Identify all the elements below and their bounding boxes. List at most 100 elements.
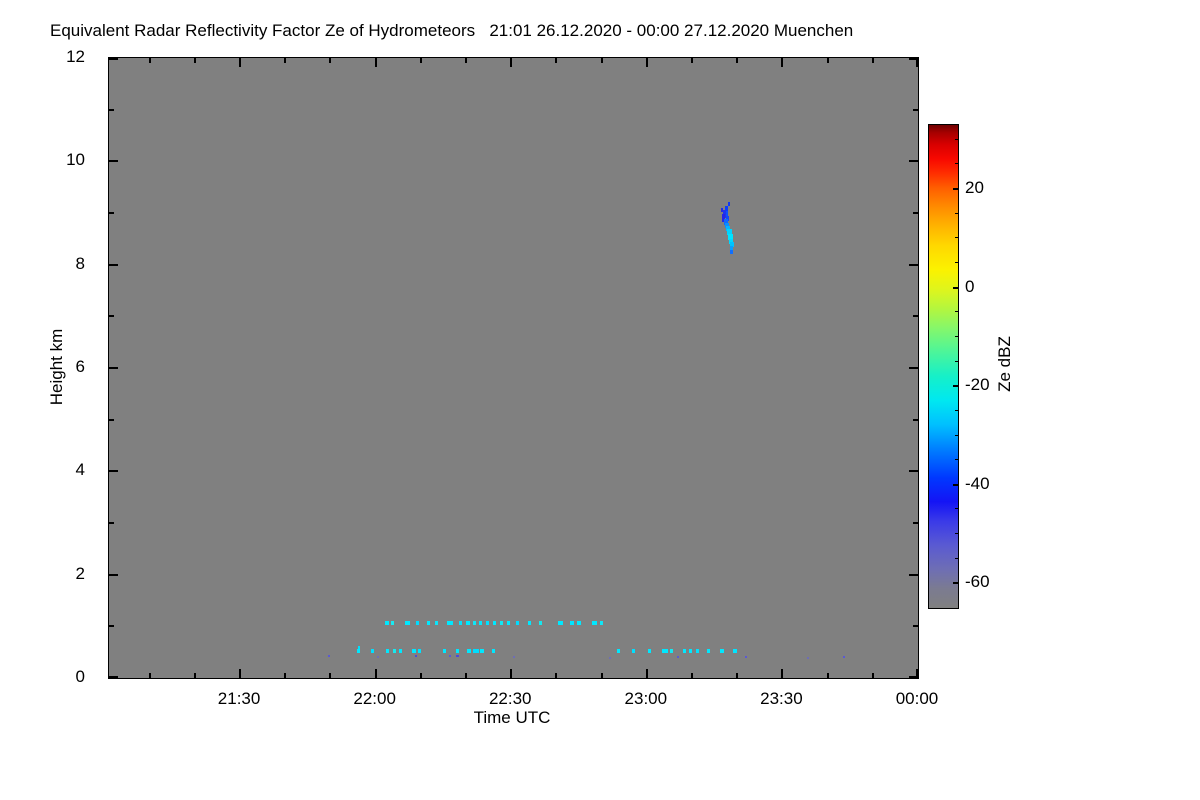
x-axis-tick	[691, 673, 694, 678]
colorbar-tick	[955, 163, 958, 165]
x-axis-tick-label: 23:30	[760, 689, 803, 708]
x-axis-tick-label: 22:30	[488, 689, 532, 708]
x-axis-tick-label: 21:30	[217, 689, 261, 708]
heatmap-cell	[371, 649, 374, 653]
colorbar-tick	[955, 508, 958, 510]
colorbar-tick	[953, 188, 958, 191]
x-axis-tick	[916, 58, 918, 67]
heatmap-cell	[500, 621, 503, 625]
heatmap-cell	[843, 656, 845, 658]
y-axis-tick	[913, 522, 918, 524]
colorbar-tick	[955, 335, 958, 337]
heatmap-cell	[726, 216, 729, 221]
y-axis-tick	[109, 367, 118, 369]
colorbar-tick	[953, 286, 958, 289]
heatmap-cell	[632, 649, 635, 653]
heatmap-cell	[377, 656, 379, 658]
heatmap-cell	[435, 621, 438, 625]
y-axis-tick	[109, 418, 114, 421]
y-axis-tick-label: 12	[66, 47, 85, 66]
plot-area	[108, 57, 919, 679]
colorbar-tick	[953, 483, 958, 486]
colorbar-tick	[955, 360, 958, 362]
heatmap-cell	[558, 621, 563, 625]
x-axis-title: Time UTC	[473, 708, 551, 727]
colorbar-tick-label: -40	[965, 473, 990, 493]
heatmap-cell	[513, 656, 515, 658]
x-axis-tick	[239, 58, 242, 67]
heatmap-cell	[727, 229, 732, 235]
heatmap-cell	[399, 649, 402, 653]
heatmap-cell	[449, 655, 451, 657]
heatmap-cell	[728, 202, 730, 206]
colorbar-tick	[955, 138, 958, 140]
x-axis-tick	[600, 58, 603, 63]
y-axis-tick	[109, 263, 118, 266]
colorbar-tick	[955, 557, 958, 559]
x-axis-tick	[148, 58, 151, 63]
heatmap-cell	[720, 649, 724, 653]
x-axis-tick	[555, 673, 558, 678]
heatmap-cell	[393, 649, 396, 653]
y-axis-tick	[909, 160, 918, 163]
x-axis-tick	[374, 669, 377, 678]
x-axis-tick	[374, 58, 377, 67]
colorbar-tick-label: -20	[965, 375, 990, 395]
y-axis-tick	[913, 625, 918, 628]
x-axis-tick	[329, 673, 332, 678]
y-axis-tick-label: 4	[75, 460, 85, 480]
heatmap-cell	[725, 223, 729, 228]
heatmap-cell	[721, 208, 723, 212]
colorbar-tick	[955, 212, 958, 214]
y-axis-tick	[909, 470, 918, 473]
x-axis-tick	[871, 673, 874, 678]
x-axis-tick	[148, 673, 151, 678]
x-axis-tick	[826, 673, 829, 678]
heatmap-cell	[730, 250, 733, 254]
colorbar-tick	[955, 311, 958, 313]
heatmap-cell	[358, 646, 360, 649]
colorbar-tick	[955, 434, 958, 436]
heatmap-cell	[416, 621, 419, 625]
heatmap-cell	[492, 649, 495, 653]
colorbar-tick	[953, 582, 958, 585]
heatmap-cell	[648, 649, 651, 653]
heatmap-cell	[456, 649, 459, 653]
colorbar-title: Ze dBZ	[995, 336, 1014, 392]
heatmap-cell	[466, 621, 470, 625]
heatmap-cell	[493, 621, 496, 625]
x-axis-tick	[419, 58, 422, 63]
heatmap-cell	[447, 621, 453, 625]
x-axis-tick	[736, 58, 739, 63]
heatmap-cell	[328, 655, 330, 657]
x-axis-tick	[239, 669, 242, 678]
heatmap-cell	[507, 621, 510, 625]
heatmap-cell	[570, 621, 574, 625]
x-axis-tick	[510, 669, 513, 678]
colorbar-tick	[953, 385, 958, 388]
heatmap-cell	[577, 621, 581, 625]
y-axis-tick-label: 10	[66, 150, 85, 170]
colorbar-tick	[955, 262, 958, 263]
heatmap-cell	[467, 649, 471, 653]
y-axis-tick	[109, 160, 118, 163]
heatmap-cell	[725, 206, 728, 211]
x-axis-tick	[916, 669, 918, 678]
heatmap-cell	[456, 655, 459, 657]
heatmap-cell	[722, 214, 725, 222]
y-axis-tick-label: 2	[75, 563, 85, 583]
colorbar-tick-label: 20	[965, 178, 984, 198]
heatmap-cell	[592, 621, 597, 625]
x-axis-tick	[600, 673, 603, 678]
y-axis-tick	[909, 676, 918, 678]
heatmap-cell	[459, 621, 462, 625]
x-axis-tick	[284, 58, 287, 63]
heatmap-cell	[386, 649, 389, 653]
heatmap-cell	[725, 211, 728, 216]
heatmap-cell	[745, 656, 747, 658]
heatmap-cell	[391, 621, 394, 625]
x-axis-tick	[510, 58, 513, 67]
colorbar-tick	[955, 237, 958, 239]
y-axis-tick-label: 0	[75, 667, 85, 686]
